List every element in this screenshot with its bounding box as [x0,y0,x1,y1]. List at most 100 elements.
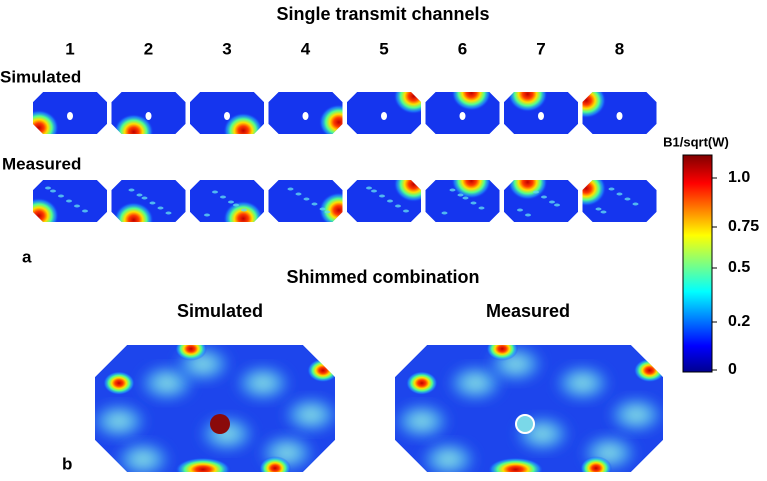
column-label: Measured [486,301,570,321]
hotspot [582,180,607,207]
field-map [582,92,657,134]
speckle [371,189,377,193]
speckle [600,210,607,214]
colorbar-tick-label: 1.0 [728,169,750,186]
speckle [387,199,393,203]
probe [145,112,152,120]
hotspot [393,180,421,203]
hotspot [113,113,154,134]
speckle [379,194,385,198]
channel-label: 5 [379,39,388,58]
field-map [33,92,107,134]
speckle [165,211,172,215]
hotspot [582,92,607,119]
speckle [128,188,135,192]
hotspot [223,200,264,222]
speckle [149,201,156,205]
field-map [190,92,264,134]
speckle [233,203,239,207]
field-blob [606,394,663,435]
speckle [616,192,623,196]
probe [538,112,544,120]
hotspot [451,92,492,111]
row-label: Simulated [0,67,81,86]
colorbar-label: B1/sqrt(W) [663,134,729,149]
speckle [204,213,210,217]
field-map [190,180,264,222]
field-blob [281,394,335,435]
speckle [45,186,51,190]
speckle [449,188,456,192]
speckle [212,190,218,194]
hotspot [507,180,548,201]
colorbar-tick-label: 0.75 [728,218,759,235]
speckle [136,193,143,197]
channel-label: 1 [65,39,74,58]
hotspot [633,358,663,383]
speckle [50,189,56,193]
probe [302,112,309,120]
speckle [595,207,602,211]
field-map [347,92,421,134]
field-blob [233,363,293,404]
channel-label: 3 [222,39,231,58]
probe [210,414,230,434]
field-map [395,345,663,472]
field-map [504,180,578,222]
speckle [295,192,302,196]
field-blob [95,401,149,442]
hotspot [486,345,519,361]
field-blob [418,439,479,472]
field-map [33,180,107,222]
colorbar-tick-label: 0 [728,361,737,378]
hotspot [223,112,264,134]
field-blob [113,439,173,472]
colorbar-tick-label: 0.5 [728,259,750,276]
hotspot [393,92,421,115]
figure-title: Single transmit channels [276,4,489,24]
probe [616,112,623,120]
speckle [441,211,448,215]
hotspot [175,457,231,472]
speckle [533,190,539,194]
speckle [525,213,531,217]
speckle [632,202,639,206]
speckle [287,187,294,191]
field-map [95,345,335,472]
hotspot [451,180,492,199]
hotspot [113,201,154,222]
field-map [425,180,500,222]
panel-label: b [62,454,72,473]
hotspot [33,109,59,134]
probe [67,112,73,120]
hotspot [307,358,335,383]
channel-label: 2 [144,39,153,58]
speckle [220,195,226,199]
speckle [478,206,485,210]
speckle [241,208,247,212]
channel-label: 6 [458,39,467,58]
probe [224,112,230,120]
field-map [347,180,421,222]
speckle [517,208,523,212]
panel-label: a [22,247,32,266]
row-label: Measured [2,154,81,173]
subtitle: Shimmed combination [286,267,479,287]
speckle [66,199,72,203]
hotspot [580,456,612,472]
speckle [403,209,409,213]
column-label: Simulated [177,301,263,321]
speckle [457,193,464,197]
speckle [541,195,547,199]
hotspot [103,371,135,396]
colorbar [682,154,713,373]
speckle [395,204,401,208]
probe [381,112,387,120]
channel-label: 4 [301,39,311,58]
hotspot [318,192,343,222]
speckle [554,203,560,207]
field-map [504,92,578,134]
speckle [303,197,310,201]
field-map [111,180,186,222]
